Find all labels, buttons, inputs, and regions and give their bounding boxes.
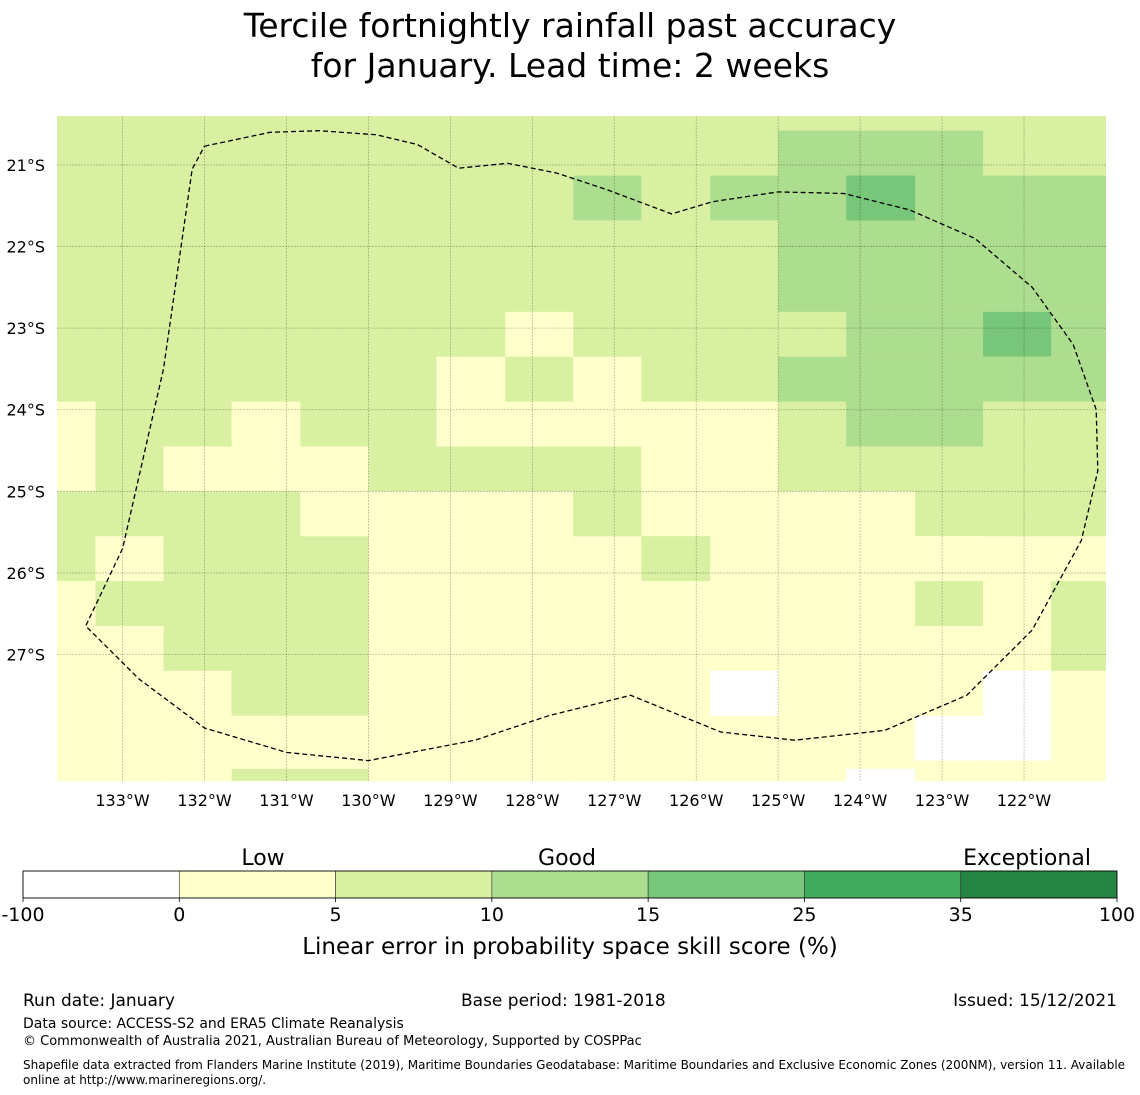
copyright: © Commonwealth of Australia 2021, Austra… [23, 1034, 642, 1049]
heatmap-cell [641, 446, 779, 492]
x-tick-label: 122°W [997, 791, 1052, 810]
colorbar-swatch [491, 870, 649, 899]
heatmap-cell [778, 175, 1106, 312]
x-tick-label: 126°W [669, 791, 724, 810]
map-gridlines [57, 116, 1106, 781]
colorbar-tick-label: 0 [173, 904, 185, 926]
colorbar-tick-label: 5 [330, 904, 342, 926]
heatmap-cell [231, 401, 301, 447]
heatmap-cell [710, 175, 779, 221]
heatmap-cell [163, 446, 369, 492]
y-tick-label: 22°S [6, 238, 45, 257]
heatmap-cell [95, 536, 164, 582]
heatmap-cell [300, 491, 369, 537]
heatmap-cell [368, 491, 574, 781]
base-period: Base period: 1981-2018 [461, 991, 666, 1011]
heatmap-cell [846, 401, 984, 447]
heatmap-cell [57, 581, 96, 781]
colorbar-tick-label: 35 [949, 904, 973, 926]
colorbar-frame [22, 870, 1118, 899]
heatmap-cell [846, 311, 1106, 357]
heatmap-cell [778, 356, 1106, 402]
colorbar-swatch [647, 870, 805, 899]
x-tick-label: 128°W [505, 791, 560, 810]
heatmap-cell [915, 536, 984, 582]
heatmap-cell [983, 670, 1052, 761]
y-tick-label: 27°S [6, 646, 45, 665]
heatmap-cell [436, 356, 506, 402]
colorbar-swatch [335, 870, 493, 899]
colorbar-tick-label: 15 [636, 904, 660, 926]
colorbar-title: Linear error in probability space skill … [302, 934, 838, 960]
heatmap-cell [573, 491, 642, 537]
heatmap-cell [710, 670, 779, 716]
heatmap-cell [915, 581, 984, 626]
x-tick-label: 127°W [587, 791, 642, 810]
colorbar-swatch [960, 870, 1118, 899]
run-date: Run date: January [23, 991, 175, 1011]
heatmap-cell [778, 130, 984, 176]
heatmap-cell [57, 401, 96, 492]
issued-date: Issued: 15/12/2021 [953, 991, 1117, 1011]
heatmap-cell [1051, 581, 1106, 671]
heatmap-cell [846, 175, 916, 221]
x-tick-label: 131°W [259, 791, 314, 810]
heatmap-cell [641, 536, 711, 582]
x-tick-label: 132°W [177, 791, 232, 810]
heatmap-cell [231, 768, 369, 781]
chart-title: Tercile fortnightly rainfall past accura… [0, 6, 1140, 86]
heatmap-cell [915, 715, 984, 761]
x-tick-label: 129°W [423, 791, 478, 810]
colorbar-category-label: Exceptional [963, 846, 1091, 871]
heatmap-cell [983, 311, 1052, 357]
heatmap-cell [163, 670, 232, 781]
heatmap-cell [846, 768, 916, 781]
colorbar: -100 0 5 10 15 25 35 100 Low Good Exceptional Linea… [1, 846, 1135, 960]
y-tick-label: 23°S [6, 319, 45, 338]
y-tick-label: 26°S [6, 564, 45, 583]
colorbar-swatch [804, 870, 962, 899]
colorbar-swatch [22, 870, 180, 899]
data-source: Data source: ACCESS-S2 and ERA5 Climate … [23, 1016, 404, 1032]
x-tick-label: 123°W [915, 791, 970, 810]
y-tick-label: 21°S [6, 156, 45, 175]
chart-svg: 133°W 132°W 131°W 130°W 129°W 128°W 127°W 126°W… [1, 116, 1135, 960]
heatmap-cell [95, 625, 164, 781]
heatmap-cell [573, 175, 642, 221]
heatmap-cell [573, 356, 642, 402]
x-tick-label: 130°W [341, 791, 396, 810]
colorbar-category-label: Good [538, 846, 596, 871]
colorbar-swatch [178, 870, 336, 899]
x-tick-label: 124°W [833, 791, 888, 810]
chart-title-line1: Tercile fortnightly rainfall past accura… [243, 6, 897, 45]
eez-boundary-line [84, 130, 1099, 762]
shapefile-credit: Shapefile data extracted from Flanders M… [23, 1058, 1126, 1087]
colorbar-category-label: Low [241, 846, 284, 871]
heatmap-cell [641, 491, 916, 537]
x-tick-label: 133°W [95, 791, 150, 810]
colorbar-tick-label: 25 [792, 904, 816, 926]
chart-title-line2: for January. Lead time: 2 weeks [310, 46, 830, 85]
colorbar-tick-label: -100 [1, 904, 44, 926]
y-tick-label: 24°S [6, 401, 45, 420]
colorbar-tick-label: 100 [1099, 904, 1135, 926]
map-cells [57, 116, 1106, 781]
eez-boundary [84, 130, 1099, 762]
heatmap-cell [436, 401, 779, 447]
axis-tick-labels: 133°W 132°W 131°W 130°W 129°W 128°W 127°W 126°W… [6, 156, 1051, 810]
x-tick-label: 125°W [751, 791, 806, 810]
heatmap-cell [505, 311, 574, 357]
colorbar-tick-label: 10 [480, 904, 504, 926]
y-tick-label: 25°S [6, 482, 45, 501]
